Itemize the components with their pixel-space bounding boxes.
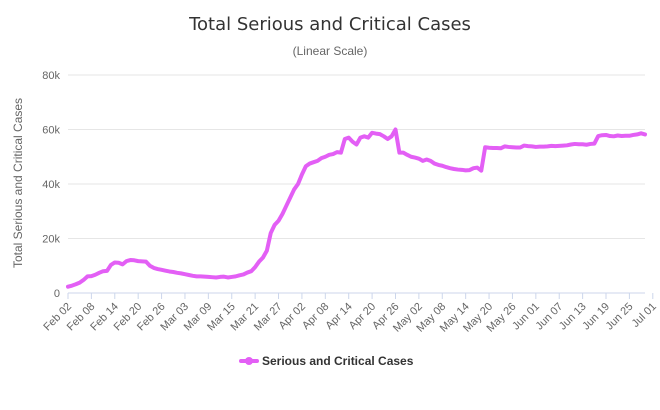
chart-subtitle: (Linear Scale) — [293, 44, 368, 58]
y-axis-tick-labels: 0 20k 40k 60k 80k — [42, 70, 60, 300]
grid-lines — [68, 74, 645, 239]
series-layer — [66, 127, 647, 289]
x-tick-label: Jul 01 — [630, 301, 659, 330]
y-tick-label: 0 — [54, 288, 60, 300]
y-tick-label: 80k — [42, 70, 60, 82]
y-axis-label: Total Serious and Critical Cases — [11, 98, 25, 268]
legend-series-label[interactable]: Serious and Critical Cases — [262, 354, 414, 368]
series-line-serious-and-critical-cases[interactable] — [66, 127, 647, 289]
y-tick-label: 20k — [42, 234, 60, 246]
y-tick-label: 60k — [42, 125, 60, 137]
x-tick-label: Jun 25 — [604, 301, 636, 333]
legend[interactable]: Serious and Critical Cases — [239, 354, 414, 368]
legend-series-marker-icon — [245, 357, 253, 365]
chart-title: Total Serious and Critical Cases — [188, 14, 471, 35]
y-tick-label: 40k — [42, 179, 60, 191]
